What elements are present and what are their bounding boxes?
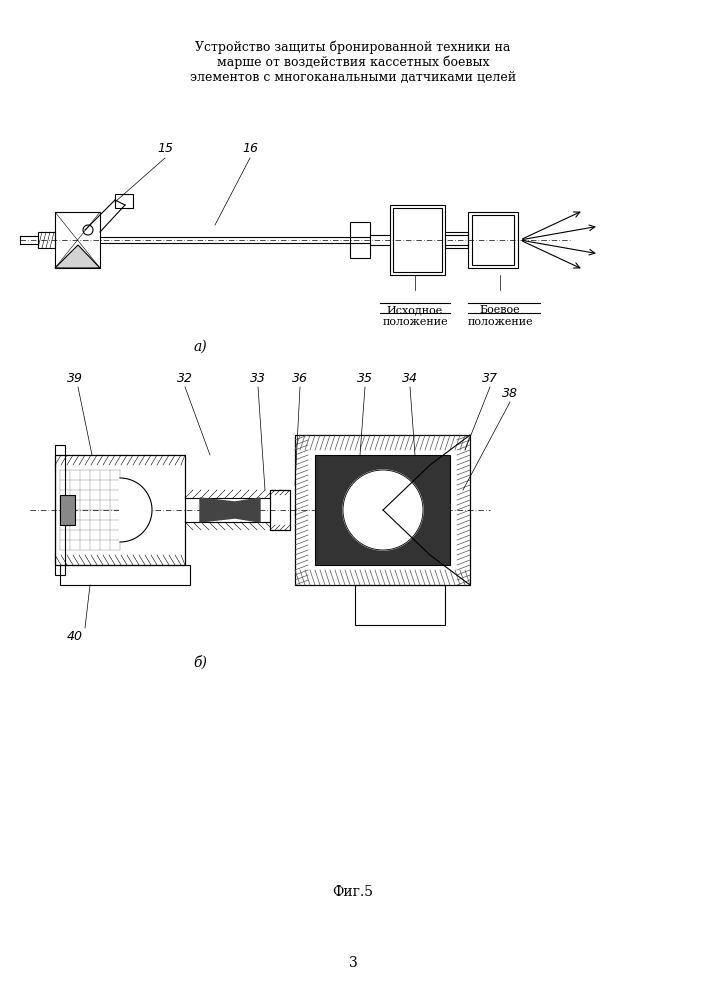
Text: Фиг.5: Фиг.5 [332,885,373,899]
Bar [115,194,133,208]
Text: б): б) [193,655,207,669]
Text: 37: 37 [482,372,498,385]
Text: 40: 40 [67,630,83,643]
Bar [350,222,370,258]
Bar [55,455,185,565]
Bar [472,215,514,265]
Bar [468,212,518,268]
Bar [60,495,75,525]
Text: 34: 34 [402,372,418,385]
Text: 36: 36 [292,372,308,385]
Text: 39: 39 [67,372,83,385]
Polygon shape [120,478,152,542]
Bar [38,232,55,248]
Bar [315,455,450,565]
Polygon shape [200,498,260,522]
Polygon shape [55,245,100,268]
Circle shape [343,470,423,550]
Text: 3: 3 [349,956,357,970]
Bar [390,205,445,275]
Text: 38: 38 [502,387,518,400]
Bar [393,208,442,272]
Bar [55,212,100,268]
Text: Боевое
положение: Боевое положение [467,305,533,327]
Bar [270,490,290,530]
Bar [55,455,185,565]
Text: 32: 32 [177,372,193,385]
Text: 33: 33 [250,372,266,385]
Text: а): а) [193,340,207,354]
Bar [295,435,470,585]
Bar [60,565,190,585]
Bar [270,490,290,530]
Circle shape [83,225,93,235]
Bar [355,585,445,625]
Text: 35: 35 [357,372,373,385]
Text: 16: 16 [242,142,258,155]
Bar [55,445,65,575]
Bar [295,435,470,585]
Text: 15: 15 [157,142,173,155]
Text: Исходное
положение: Исходное положение [382,305,448,327]
Text: Устройство защиты бронированной техники на
марше от воздействия кассетных боевых: Устройство защиты бронированной техники … [190,40,516,84]
Bar [445,232,468,248]
